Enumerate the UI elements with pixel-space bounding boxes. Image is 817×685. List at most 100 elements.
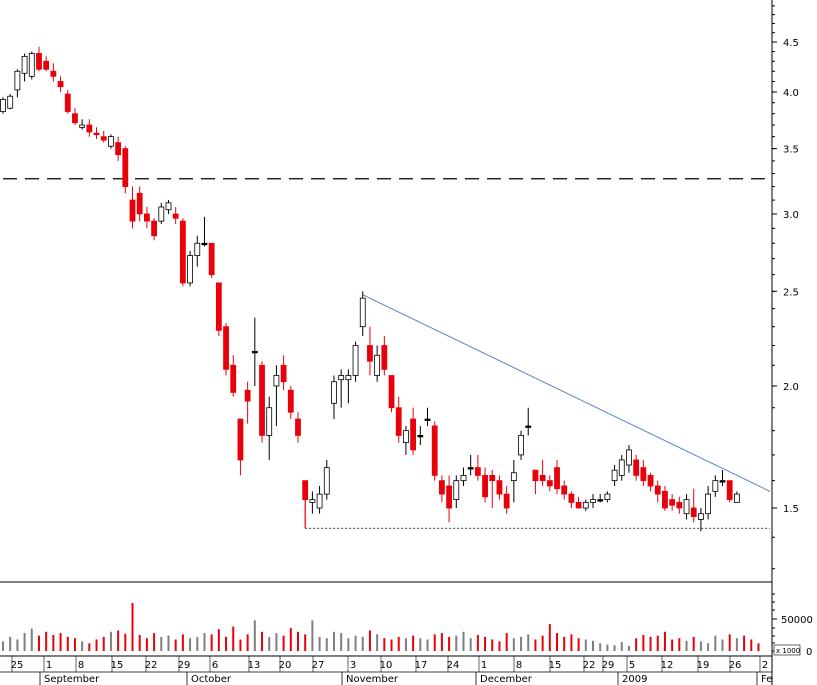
candle-body (654, 485, 661, 495)
candle-body (345, 375, 352, 381)
volume-bar (289, 627, 292, 651)
volume-bar (520, 636, 523, 651)
volume-bar (253, 620, 256, 651)
date-tick-label: 10 (380, 660, 393, 671)
volume-bar (735, 638, 738, 651)
candle-body (21, 55, 28, 74)
candle-body (72, 113, 78, 124)
date-tick-label: 15 (549, 660, 562, 671)
price-tick-label: 3.5 (783, 145, 799, 156)
candle-body (244, 389, 251, 402)
candle-body (633, 459, 640, 476)
volume-bar (189, 638, 192, 651)
date-tick-label: 5 (629, 660, 635, 671)
volume-bar (9, 636, 12, 651)
volume-bar (282, 635, 285, 651)
volume-bar (181, 634, 184, 651)
candle-body (64, 93, 71, 112)
volume-bar (383, 638, 386, 651)
candle-body (510, 472, 517, 482)
candle-body (108, 136, 114, 147)
volume-bar (2, 641, 4, 651)
volume-bar (246, 634, 249, 651)
candle-body (0, 99, 6, 112)
candle-body (705, 493, 712, 515)
month-label: Fe (761, 674, 772, 685)
candle-body (374, 354, 381, 376)
candle-body (302, 480, 309, 501)
candle-body (395, 407, 402, 436)
candle-body (136, 192, 143, 215)
candle-body (662, 490, 668, 509)
volume-bar (52, 635, 55, 651)
candle-body (453, 480, 460, 501)
volume-bar (73, 638, 76, 651)
candle-body (388, 375, 395, 409)
volume-bar (354, 635, 357, 651)
candle-body (618, 459, 625, 476)
candle-body (597, 499, 604, 502)
date-tick-label: 19 (697, 660, 710, 671)
candle-body (726, 480, 733, 501)
price-tick-label: 1.5 (783, 504, 799, 515)
candle-body (14, 70, 21, 91)
candle-body (273, 375, 280, 387)
candle-body (532, 469, 539, 482)
volume-bar (663, 631, 666, 651)
candle-body (86, 124, 93, 133)
candle-body (467, 467, 474, 470)
volume-bar (131, 603, 134, 651)
candle-body (719, 480, 726, 483)
date-tick-label: 1 (481, 660, 487, 671)
volume-bar (613, 645, 616, 651)
candle-body (676, 501, 683, 509)
candle-body (604, 493, 611, 501)
candle-body (93, 132, 100, 136)
volume-bar (433, 634, 436, 651)
volume-bar (469, 638, 472, 651)
volume-bar (16, 639, 19, 651)
candle-body (575, 501, 582, 509)
date-tick-label: 17 (415, 660, 428, 671)
volume-bar (671, 639, 674, 651)
volume-bar (491, 639, 494, 651)
volume-bar (426, 639, 429, 651)
candle-body (50, 70, 57, 77)
volume-bar (455, 635, 458, 651)
volume-bar (484, 636, 487, 651)
date-tick-label: 2 (762, 660, 768, 671)
price-tick-label: 4.5 (783, 38, 799, 49)
volume-bar (627, 645, 630, 651)
candle-body (338, 375, 345, 381)
volume-bar (699, 641, 702, 651)
volume-bar (721, 639, 724, 651)
volume-bar (217, 629, 220, 651)
candle-body (115, 142, 122, 156)
candle-body (295, 418, 301, 436)
volume-multiplier-box (773, 644, 801, 656)
candle-body (698, 513, 704, 520)
candle-body (352, 345, 359, 376)
volume-bar (404, 638, 407, 651)
month-label: September (44, 674, 100, 685)
candle-body (179, 220, 186, 284)
date-tick-label: 24 (447, 660, 460, 671)
volume-tick-label: 0 (806, 647, 812, 658)
candle-body (158, 206, 165, 222)
date-tick-label: 27 (312, 660, 325, 671)
volume-bar (534, 639, 537, 651)
volume-bar (174, 639, 177, 651)
candle-body (230, 364, 237, 393)
candle-body (417, 435, 424, 438)
volume-bar (81, 641, 84, 651)
date-tick-label: 1 (46, 660, 52, 671)
date-tick-label: 20 (279, 660, 292, 671)
candle-body (223, 326, 229, 370)
volume-bar (232, 626, 235, 651)
candle-body (503, 493, 510, 509)
candle-body (561, 485, 568, 495)
trendline (362, 294, 771, 492)
volume-bar (66, 636, 69, 651)
volume-bar (296, 631, 299, 651)
